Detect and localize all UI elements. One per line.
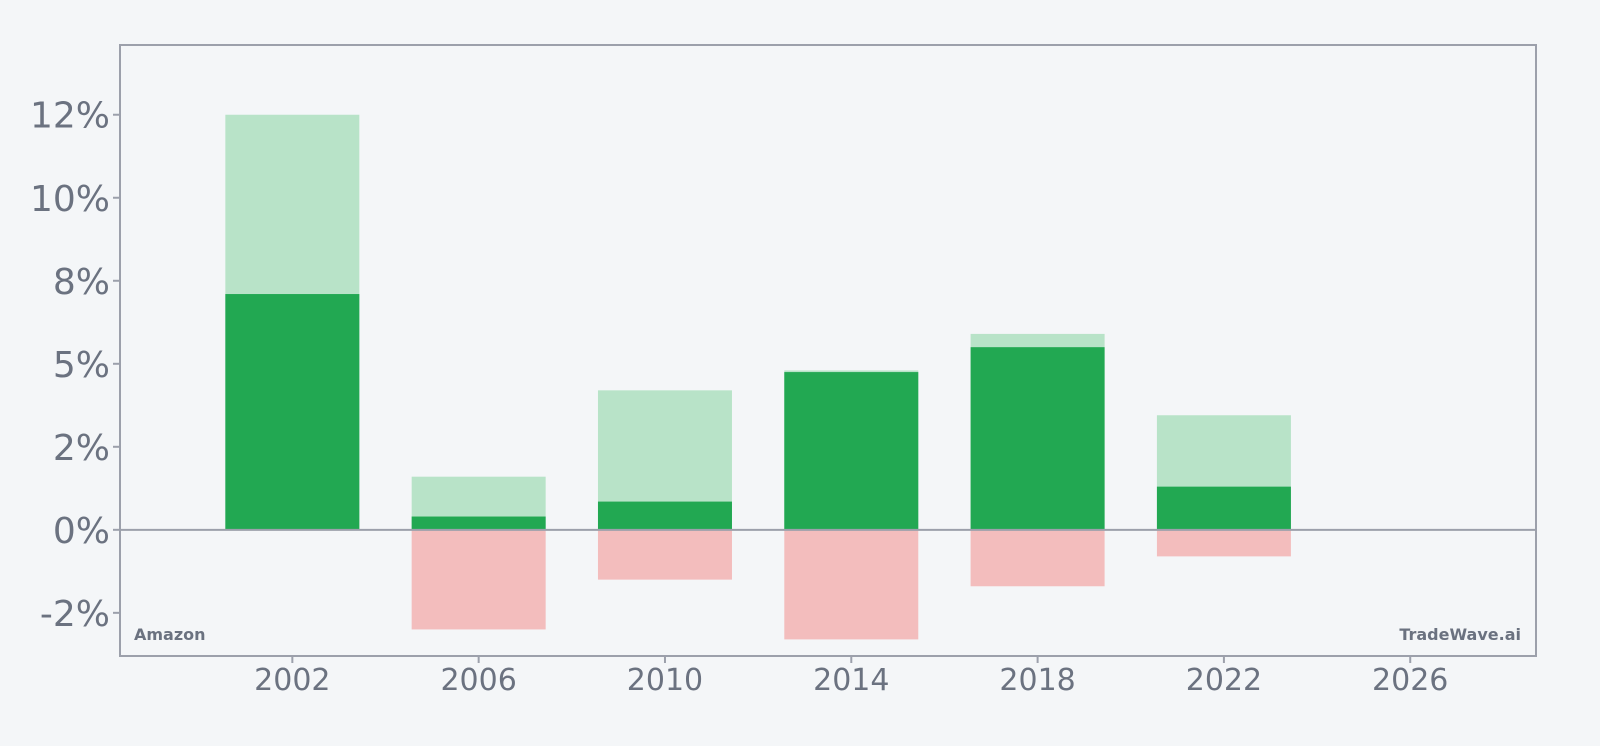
y-tick-label: 5%	[53, 345, 110, 386]
bar-negative-2006	[411, 529, 546, 630]
x-tick-label: 2018	[999, 663, 1075, 698]
y-tick-label: 12%	[30, 96, 110, 137]
bar-dark-2010	[597, 501, 732, 530]
x-tick-label: 2026	[1372, 663, 1448, 698]
bar-negative-2022	[1156, 529, 1291, 557]
x-tick-label: 2006	[440, 663, 516, 698]
x-tick-label: 2010	[627, 663, 703, 698]
x-tick-label: 2002	[254, 663, 330, 698]
bar-dark-2002	[225, 294, 360, 530]
bar-dark-2014	[784, 372, 919, 530]
corner-label-left: Amazon	[134, 625, 206, 644]
y-tick-label: -2%	[40, 594, 110, 635]
x-axis: 2002 2006 2010 2014 2018 2022 2026	[254, 656, 1448, 698]
y-tick-label: 10%	[30, 179, 110, 220]
bar-dark-2018	[970, 347, 1105, 530]
bar-dark-2006	[411, 516, 546, 530]
corner-label-right: TradeWave.ai	[1399, 625, 1521, 644]
bars-layer	[225, 114, 1291, 640]
x-tick-label: 2022	[1186, 663, 1262, 698]
y-tick-label: 2%	[53, 428, 110, 469]
bar-negative-2014	[784, 529, 919, 640]
bar-negative-2010	[597, 529, 732, 580]
plot-frame	[119, 44, 1537, 657]
y-tick-label: 8%	[53, 262, 110, 303]
bar-negative-2018	[970, 529, 1105, 587]
y-tick-label: 0%	[53, 511, 110, 552]
bar-dark-2022	[1156, 486, 1291, 530]
y-axis: 12% 10% 8% 5% 2% 0% -2%	[30, 96, 120, 635]
x-tick-label: 2014	[813, 663, 889, 698]
